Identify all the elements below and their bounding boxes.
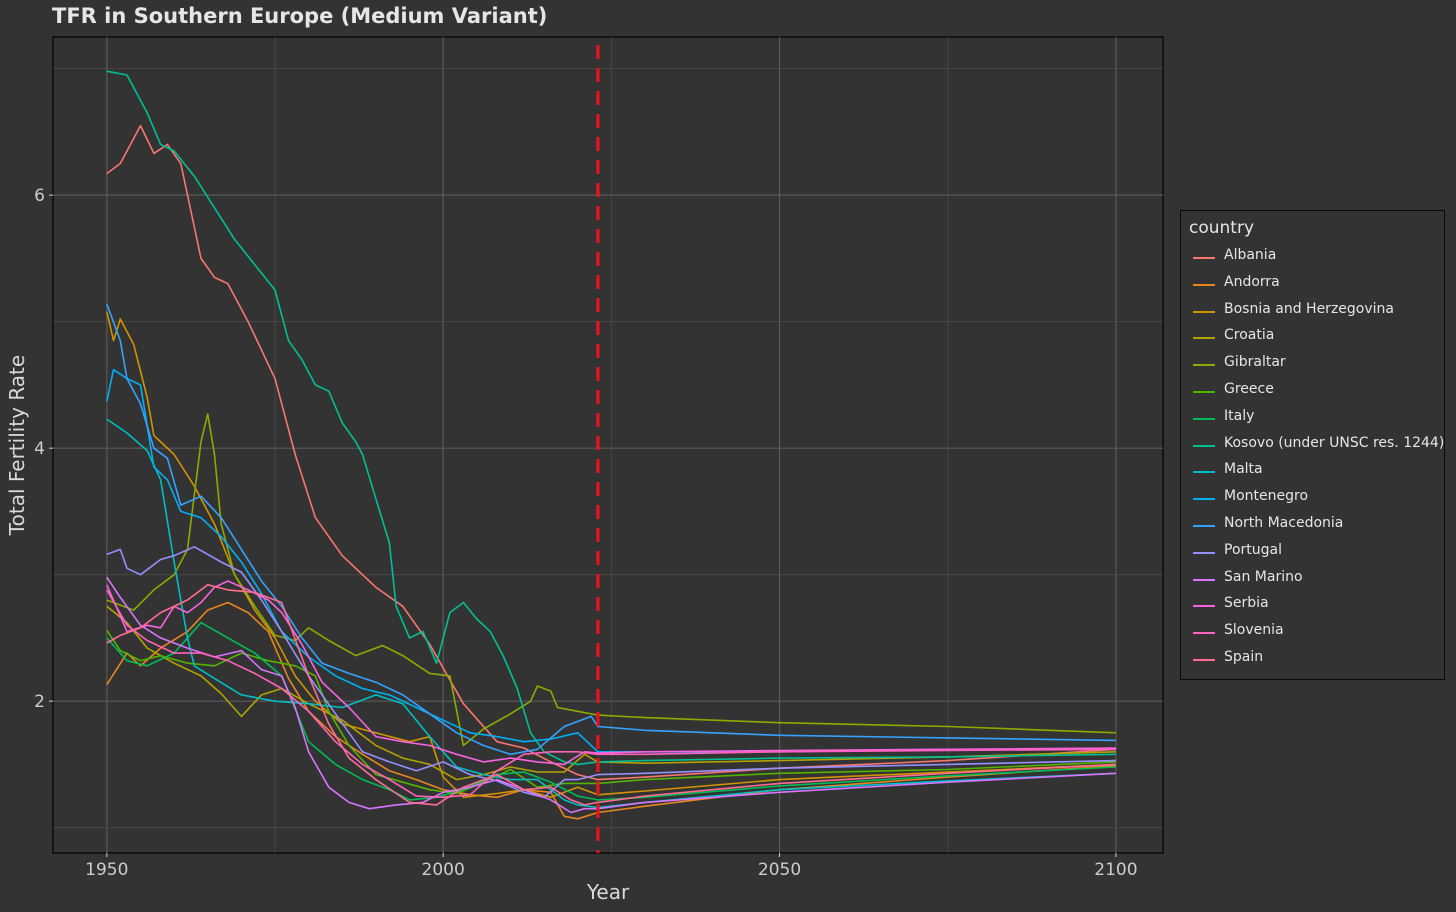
chart-title: TFR in Southern Europe (Medium Variant): [52, 4, 548, 28]
x-tick-label: 2000: [422, 860, 465, 880]
legend-item: Andorra: [1191, 273, 1441, 297]
legend-key: [1193, 498, 1215, 501]
x-tick-label: 1950: [85, 860, 128, 880]
legend-item: Montenegro: [1191, 487, 1441, 511]
series-line-serbia: [106, 580, 1116, 766]
series-line-north-macedonia: [106, 303, 1116, 756]
legend-key: [1193, 337, 1215, 340]
legend-key: [1193, 444, 1215, 447]
series-line-andorra: [106, 601, 1116, 820]
legend-item: Slovenia: [1191, 621, 1441, 645]
legend-label: Italy: [1224, 407, 1255, 424]
legend-item: Italy: [1191, 407, 1441, 431]
legend-key: [1193, 632, 1215, 635]
legend-label: Kosovo (under UNSC res. 1244): [1224, 434, 1445, 451]
legend-item: North Macedonia: [1191, 514, 1441, 538]
series-line-slovenia: [106, 589, 1116, 799]
legend-item: Malta: [1191, 460, 1441, 484]
y-tick-label: 2: [34, 692, 45, 712]
x-tick-label: 2100: [1094, 860, 1137, 880]
legend-label: Montenegro: [1224, 488, 1309, 505]
legend-label: Slovenia: [1224, 622, 1284, 639]
legend-item: Greece: [1191, 380, 1441, 404]
legend-key: [1193, 364, 1215, 367]
y-axis-title: Total Fertility Rate: [5, 355, 29, 536]
plot-panel: [52, 36, 1164, 854]
legend: country Albania Andorra Bosnia and Herzego…: [1180, 210, 1445, 680]
grid: [53, 37, 1163, 853]
legend-key: [1193, 391, 1215, 393]
legend-item: Spain: [1191, 648, 1441, 672]
legend-item: Kosovo (under UNSC res. 1244): [1191, 434, 1445, 458]
legend-label: Bosnia and Herzegovina: [1224, 300, 1394, 317]
legend-label: Spain: [1224, 649, 1264, 665]
legend-label: Serbia: [1224, 595, 1269, 612]
legend-label: Croatia: [1224, 327, 1275, 344]
legend-key: [1193, 659, 1215, 661]
x-axis-title: Year: [586, 880, 630, 904]
legend-title: country: [1189, 218, 1255, 238]
legend-label: Andorra: [1224, 273, 1280, 290]
legend-key: [1193, 283, 1215, 286]
y-tick-label: 6: [34, 186, 45, 206]
legend-label: Malta: [1224, 461, 1263, 478]
series-line-montenegro: [106, 368, 1116, 753]
legend-key: [1193, 551, 1215, 554]
series-line-gibraltar: [106, 413, 1116, 747]
legend-item: Croatia: [1191, 326, 1441, 350]
series-line-albania: [106, 124, 1116, 781]
legend-key: [1193, 605, 1215, 608]
legend-label: Greece: [1224, 381, 1274, 397]
legend-item: Gibraltar: [1191, 353, 1441, 377]
legend-label: San Marino: [1224, 568, 1303, 585]
legend-key: [1193, 471, 1215, 474]
series-line-portugal: [106, 546, 1116, 799]
x-tick-label: 2050: [758, 860, 801, 880]
legend-key: [1193, 525, 1215, 527]
legend-label: Portugal: [1224, 541, 1282, 558]
legend-item: San Marino: [1191, 568, 1441, 592]
legend-key: [1193, 578, 1215, 581]
legend-label: Gibraltar: [1224, 354, 1286, 371]
legend-item: Portugal: [1191, 541, 1441, 565]
legend-item: Albania: [1191, 246, 1441, 270]
legend-key: [1193, 310, 1215, 313]
legend-key: [1193, 417, 1215, 420]
legend-key: [1193, 257, 1215, 259]
series-line-spain: [106, 584, 1116, 806]
series-line-kosovo-under-unsc-res-1244: [106, 70, 1116, 766]
legend-label: Albania: [1224, 247, 1277, 263]
axes: 1950 2000 2050 2100 2 4 6: [34, 186, 1137, 880]
series-lines: [106, 70, 1116, 820]
legend-item: Bosnia and Herzegovina: [1191, 300, 1441, 324]
legend-label: North Macedonia: [1224, 515, 1344, 531]
y-tick-label: 4: [34, 439, 45, 459]
series-line-malta: [106, 418, 1116, 809]
legend-item: Serbia: [1191, 594, 1441, 618]
